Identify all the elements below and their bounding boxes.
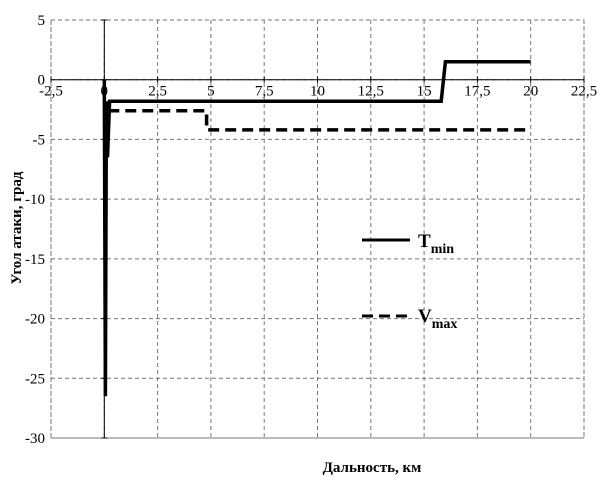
- y-tick-label: 0: [38, 73, 46, 89]
- x-tick-label: 20: [523, 84, 538, 100]
- x-tick-label: 5: [207, 84, 215, 100]
- y-axis-title: Угол атаки, град: [9, 171, 25, 284]
- tick-layer: -2,5 0 2,5 5 7,5 10 12,5 15 17,5 20 22,550-5-10-15…: [25, 13, 597, 447]
- y-tick-label: -30: [25, 431, 45, 447]
- x-tick-label: 17,5: [464, 84, 490, 100]
- y-tick-label: 5: [38, 13, 46, 29]
- legend-label-tmin-sub: min: [431, 242, 455, 257]
- legend-label-vmax: Vmax: [418, 306, 457, 332]
- x-tick-label: -2,5: [39, 84, 63, 100]
- legend-label-vmax-main: V: [418, 306, 432, 327]
- series-line-vmax: [107, 108, 531, 132]
- x-tick-label: 0: [101, 84, 109, 100]
- legend-label-tmin: Tmin: [418, 231, 454, 257]
- x-tick-label: 15: [417, 84, 432, 100]
- x-axis-title: Дальность, км: [323, 460, 422, 476]
- x-tick-label: 2,5: [148, 84, 167, 100]
- legend-label-vmax-sub: max: [432, 317, 458, 332]
- series-layer: [102, 60, 531, 397]
- x-tick-label: 10: [310, 84, 325, 100]
- y-tick-label: -20: [25, 312, 45, 328]
- legend: Tmin Vmax: [362, 231, 457, 332]
- y-tick-label: -15: [25, 252, 45, 268]
- x-tick-label: 22,5: [571, 84, 597, 100]
- x-tick-label: 7,5: [255, 84, 274, 100]
- y-tick-label: -10: [25, 192, 45, 208]
- series-line-tmin: [102, 60, 531, 397]
- grid-layer: [50, 19, 585, 439]
- axis-layer: [50, 19, 585, 439]
- y-tick-label: -25: [25, 371, 45, 387]
- legend-label-tmin-main: T: [418, 231, 431, 252]
- x-tick-label: 12,5: [358, 84, 384, 100]
- y-tick-label: -5: [33, 132, 46, 148]
